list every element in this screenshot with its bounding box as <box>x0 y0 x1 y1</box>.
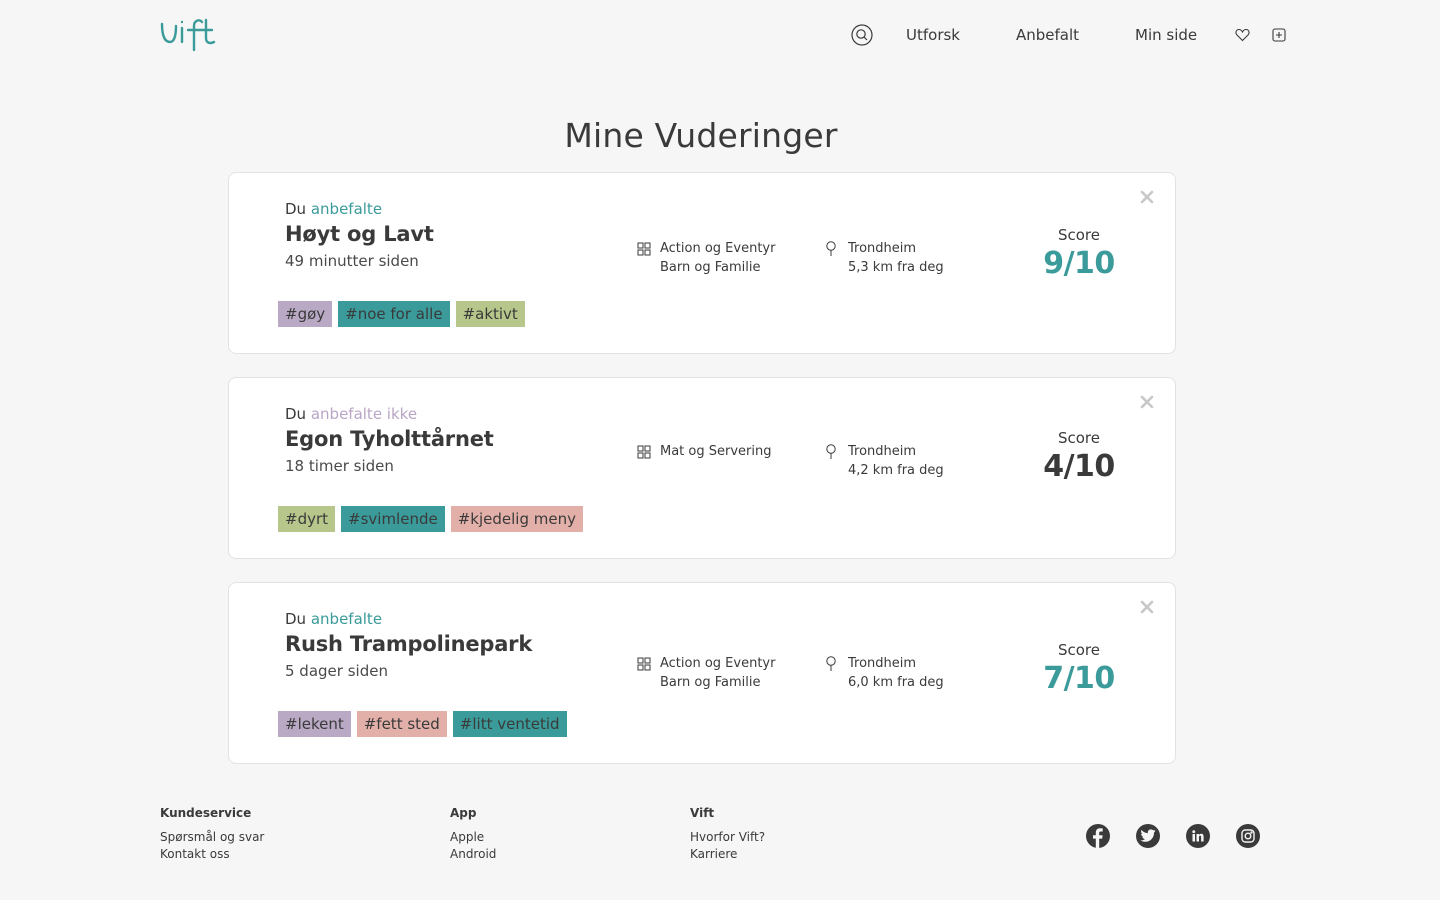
tag[interactable]: #gøy <box>278 301 333 327</box>
grid-icon <box>637 656 653 692</box>
grid-icon <box>637 241 653 277</box>
footer-heading: Kundeservice <box>160 806 252 820</box>
review-time: 5 dager siden <box>285 662 388 680</box>
footer-vift: Vift Hvorfor Vift? Karriere <box>690 806 765 863</box>
location-pin-icon <box>825 656 837 692</box>
close-icon[interactable] <box>1137 392 1157 412</box>
footer-link[interactable]: Hvorfor Vift? <box>690 830 766 844</box>
score-block: Score 9/10 <box>1029 226 1129 281</box>
location-info: Trondheim 6,0 km fra deg <box>825 654 944 692</box>
nav-anbefalt[interactable]: Anbefalt <box>1016 26 1080 44</box>
tag-list: #gøy #noe for alle #aktivt <box>278 301 525 327</box>
distance-label: 4,2 km fra deg <box>848 463 944 478</box>
social-links <box>1086 824 1260 848</box>
score-value: 9/10 <box>1043 246 1115 281</box>
footer-app: App Apple Android <box>450 806 496 863</box>
location-pin-icon <box>825 444 837 480</box>
review-time: 49 minutter siden <box>285 252 419 270</box>
score-value: 4/10 <box>1043 449 1115 484</box>
city-label: Trondheim <box>848 241 917 256</box>
review-card: Du anbefalte Rush Trampolinepark 5 dager… <box>228 582 1176 764</box>
twitter-icon[interactable] <box>1136 824 1160 848</box>
tag[interactable]: #litt ventetid <box>452 711 567 737</box>
category-label: Barn og Familie <box>660 675 761 690</box>
review-verdict: Du anbefalte <box>285 610 382 628</box>
footer-link[interactable]: Android <box>450 847 497 861</box>
footer-link[interactable]: Karriere <box>690 847 738 861</box>
tag[interactable]: #dyrt <box>278 506 336 532</box>
location-info: Trondheim 4,2 km fra deg <box>825 442 944 480</box>
footer-link[interactable]: Apple <box>450 830 485 844</box>
location-pin-icon <box>825 241 837 277</box>
main-nav: Utforsk Anbefalt Min side <box>850 22 1286 48</box>
search-icon[interactable] <box>850 23 874 47</box>
page-title: Mine Vuderinger <box>564 116 838 155</box>
review-place-name[interactable]: Rush Trampolinepark <box>285 632 533 656</box>
city-label: Trondheim <box>848 656 917 671</box>
tag[interactable]: #kjedelig meny <box>450 506 583 532</box>
category-label: Mat og Servering <box>660 444 772 459</box>
tag[interactable]: #svimlende <box>341 506 445 532</box>
plus-square-icon[interactable] <box>1272 28 1286 42</box>
facebook-icon[interactable] <box>1086 824 1110 848</box>
distance-label: 5,3 km fra deg <box>848 260 944 275</box>
category-info: Mat og Servering <box>637 442 771 463</box>
city-label: Trondheim <box>848 444 917 459</box>
verdict-label: anbefalte <box>310 610 383 628</box>
verdict-prefix: Du <box>285 200 307 218</box>
footer-link[interactable]: Spørsmål og svar <box>160 830 265 844</box>
tag[interactable]: #lekent <box>278 711 351 737</box>
score-label: Score <box>1057 429 1100 447</box>
score-label: Score <box>1057 641 1100 659</box>
category-label: Action og Eventyr <box>660 656 776 671</box>
linkedin-icon[interactable] <box>1186 824 1210 848</box>
heart-icon[interactable] <box>1235 28 1250 42</box>
footer-kundeservice: Kundeservice Spørsmål og svar Kontakt os… <box>160 806 264 863</box>
close-icon[interactable] <box>1137 187 1157 207</box>
close-icon[interactable] <box>1137 597 1157 617</box>
review-card: Du anbefalte ikke Egon Tyholttårnet 18 t… <box>228 377 1176 559</box>
grid-icon <box>637 444 653 463</box>
nav-min-side[interactable]: Min side <box>1135 26 1198 44</box>
review-card: Du anbefalte Høyt og Lavt 49 minutter si… <box>228 172 1176 354</box>
distance-label: 6,0 km fra deg <box>848 675 944 690</box>
instagram-icon[interactable] <box>1236 824 1260 848</box>
score-block: Score 7/10 <box>1029 641 1129 696</box>
review-verdict: Du anbefalte ikke <box>285 405 417 423</box>
score-block: Score 4/10 <box>1029 429 1129 484</box>
tag[interactable]: #fett sted <box>356 711 447 737</box>
footer-heading: App <box>450 806 477 820</box>
vift-logo[interactable] <box>160 16 218 54</box>
category-info: Action og Eventyr Barn og Familie <box>637 654 775 692</box>
review-time: 18 timer siden <box>285 457 394 475</box>
score-label: Score <box>1057 226 1100 244</box>
verdict-label: anbefalte ikke <box>310 405 418 423</box>
score-value: 7/10 <box>1043 661 1115 696</box>
footer-link[interactable]: Kontakt oss <box>160 847 230 861</box>
category-label: Action og Eventyr <box>660 241 776 256</box>
nav-utforsk[interactable]: Utforsk <box>906 26 960 44</box>
tag[interactable]: #noe for alle <box>338 301 450 327</box>
tag-list: #dyrt #svimlende #kjedelig meny <box>278 506 583 532</box>
location-info: Trondheim 5,3 km fra deg <box>825 239 944 277</box>
footer-heading: Vift <box>690 806 715 820</box>
tag[interactable]: #aktivt <box>455 301 525 327</box>
verdict-prefix: Du <box>285 405 307 423</box>
category-info: Action og Eventyr Barn og Familie <box>637 239 775 277</box>
verdict-prefix: Du <box>285 610 307 628</box>
review-place-name[interactable]: Egon Tyholttårnet <box>285 427 494 451</box>
verdict-label: anbefalte <box>310 200 383 218</box>
review-place-name[interactable]: Høyt og Lavt <box>285 222 434 246</box>
review-verdict: Du anbefalte <box>285 200 382 218</box>
tag-list: #lekent #fett sted #litt ventetid <box>278 711 567 737</box>
category-label: Barn og Familie <box>660 260 761 275</box>
